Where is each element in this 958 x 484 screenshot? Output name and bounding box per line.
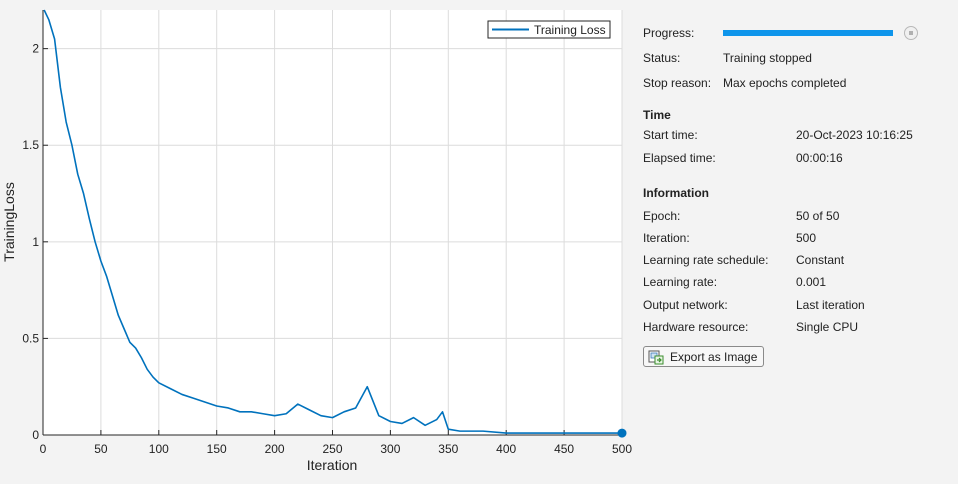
last-point-marker: [617, 428, 627, 438]
iteration-label: Iteration:: [643, 231, 690, 245]
epoch-value: 50 of 50: [796, 209, 840, 223]
lr-schedule-value: Constant: [796, 253, 845, 267]
time-section-title: Time: [643, 108, 671, 122]
export-button-label: Export as Image: [670, 349, 758, 364]
learning-rate-value: 0.001: [796, 275, 827, 289]
elapsed-time-label: Elapsed time:: [643, 151, 716, 165]
stop-icon[interactable]: [904, 26, 918, 40]
elapsed-time-value: 00:00:16: [796, 151, 843, 165]
iteration-value: 500: [796, 231, 817, 245]
x-tick-label: 500: [612, 442, 632, 456]
x-tick-label: 250: [322, 442, 342, 456]
x-tick-label: 0: [40, 442, 47, 456]
legend-label: Training Loss: [534, 23, 606, 37]
axes: 0 50 100 150 200 250 300 350 400 450 500 0 0.5 1 1.5 2: [22, 10, 632, 456]
stop-reason-value: Max epochs completed: [723, 76, 847, 90]
export-as-image-button[interactable]: Export as Image: [643, 346, 765, 367]
y-tick-label: 0.5: [22, 331, 39, 345]
x-tick-label: 150: [207, 442, 227, 456]
hardware-resource-label: Hardware resource:: [643, 320, 749, 334]
x-tick-label: 350: [438, 442, 458, 456]
x-tick-label: 100: [149, 442, 169, 456]
lr-schedule-label: Learning rate schedule:: [643, 253, 769, 267]
output-network-label: Output network:: [643, 298, 728, 312]
legend-box: [487, 20, 611, 39]
x-tick-label: 50: [94, 442, 108, 456]
start-time-label: Start time:: [643, 128, 698, 142]
start-time-value: 20-Oct-2023 10:16:25: [796, 128, 913, 142]
training-loss-chart: 0 50 100 150 200 250 300 350 400 450 50000.511.52 …: [1, 9, 632, 473]
progress-fill: [723, 30, 893, 36]
series: [43, 9, 627, 438]
training-loss-line: [43, 9, 622, 434]
x-axis-label: Iteration: [307, 457, 358, 473]
x-tick-label: 450: [554, 442, 574, 456]
y-tick-label: 1: [32, 235, 39, 249]
x-tick-label: 400: [496, 442, 516, 456]
progress-bar: [723, 30, 893, 36]
x-tick-label: 300: [380, 442, 400, 456]
epoch-label: Epoch:: [643, 209, 681, 223]
grid: [42, 10, 623, 436]
stop-reason-label: Stop reason:: [643, 76, 712, 90]
status-label: Status:: [643, 51, 681, 65]
progress-label: Progress:: [643, 26, 695, 40]
status-value: Training stopped: [723, 51, 812, 65]
y-tick-label: 2: [32, 42, 39, 56]
y-axis-label: TrainingLoss: [1, 182, 17, 262]
y-tick-label: 0: [32, 428, 39, 442]
hardware-resource-value: Single CPU: [796, 320, 859, 334]
x-tick-label: 200: [265, 442, 285, 456]
output-network-value: Last iteration: [796, 298, 865, 312]
export-image-icon: [648, 350, 664, 364]
information-section-title: Information: [643, 186, 709, 200]
legend: Training Loss: [487, 20, 611, 39]
learning-rate-label: Learning rate:: [643, 275, 718, 289]
y-tick-label: 1.5: [22, 138, 39, 152]
